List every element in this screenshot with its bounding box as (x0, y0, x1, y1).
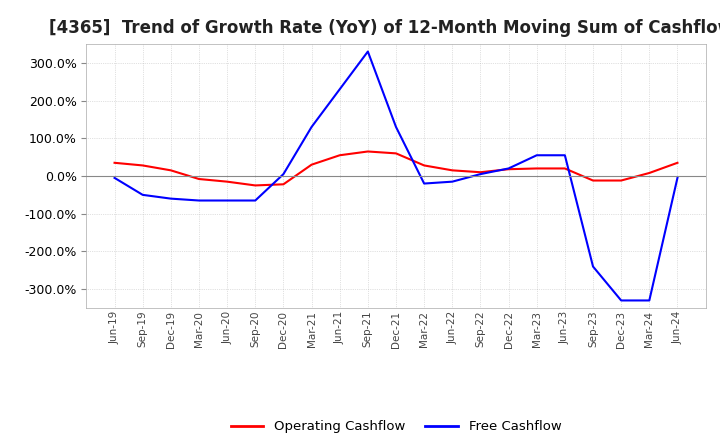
Operating Cashflow (617, 178, 626, 183)
Free Cashflow (251, 198, 260, 203)
Operating Cashflow (476, 169, 485, 175)
Line: Operating Cashflow: Operating Cashflow (114, 151, 678, 185)
Free Cashflow (336, 87, 344, 92)
Free Cashflow (138, 192, 147, 198)
Operating Cashflow (307, 162, 316, 167)
Free Cashflow (110, 175, 119, 180)
Operating Cashflow (561, 166, 570, 171)
Operating Cashflow (645, 170, 654, 176)
Operating Cashflow (251, 183, 260, 188)
Free Cashflow (364, 49, 372, 54)
Operating Cashflow (222, 179, 231, 184)
Free Cashflow (392, 125, 400, 130)
Operating Cashflow (194, 176, 203, 182)
Free Cashflow (617, 298, 626, 303)
Title: [4365]  Trend of Growth Rate (YoY) of 12-Month Moving Sum of Cashflows: [4365] Trend of Growth Rate (YoY) of 12-… (49, 19, 720, 37)
Operating Cashflow (336, 153, 344, 158)
Free Cashflow (420, 181, 428, 186)
Free Cashflow (279, 172, 288, 177)
Legend: Operating Cashflow, Free Cashflow: Operating Cashflow, Free Cashflow (225, 415, 567, 439)
Operating Cashflow (166, 168, 175, 173)
Free Cashflow (307, 125, 316, 130)
Operating Cashflow (110, 160, 119, 165)
Free Cashflow (448, 179, 456, 184)
Free Cashflow (589, 264, 598, 269)
Operating Cashflow (420, 163, 428, 168)
Operating Cashflow (673, 160, 682, 165)
Operating Cashflow (504, 167, 513, 172)
Free Cashflow (645, 298, 654, 303)
Operating Cashflow (392, 151, 400, 156)
Free Cashflow (561, 153, 570, 158)
Free Cashflow (532, 153, 541, 158)
Operating Cashflow (448, 168, 456, 173)
Operating Cashflow (138, 163, 147, 168)
Free Cashflow (194, 198, 203, 203)
Operating Cashflow (364, 149, 372, 154)
Operating Cashflow (532, 166, 541, 171)
Free Cashflow (504, 166, 513, 171)
Free Cashflow (222, 198, 231, 203)
Operating Cashflow (589, 178, 598, 183)
Free Cashflow (166, 196, 175, 201)
Free Cashflow (673, 175, 682, 180)
Line: Free Cashflow: Free Cashflow (114, 51, 678, 301)
Operating Cashflow (279, 182, 288, 187)
Free Cashflow (476, 172, 485, 177)
